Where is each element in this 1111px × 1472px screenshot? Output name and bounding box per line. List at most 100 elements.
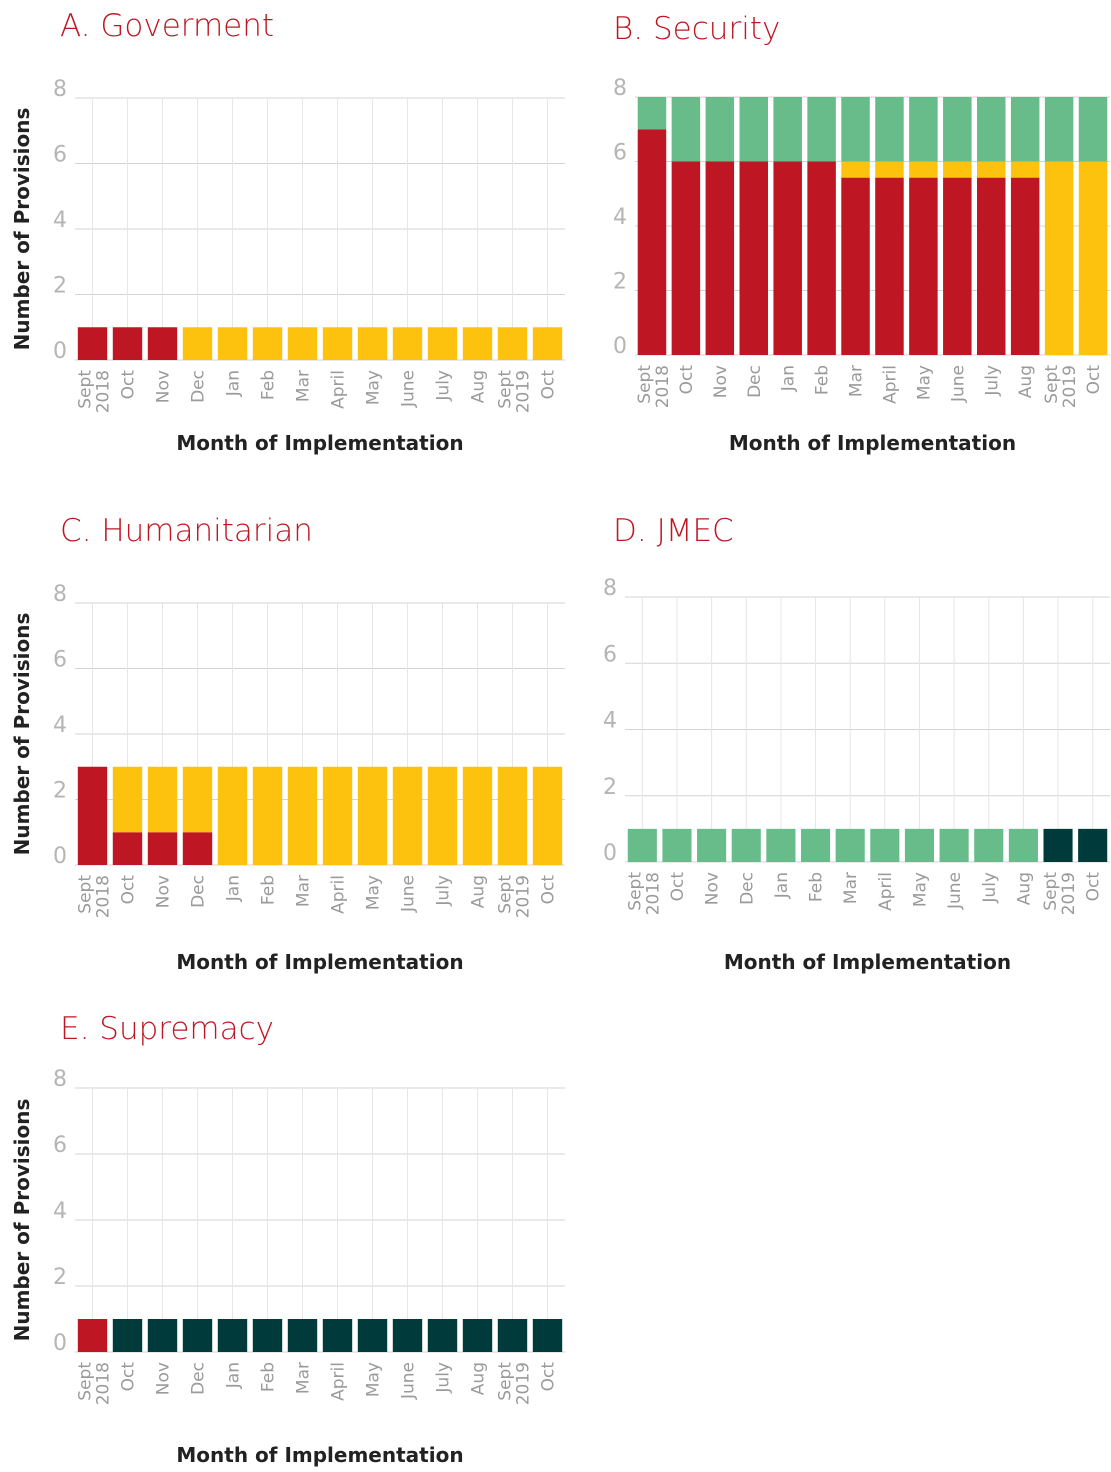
- bar-segment: [462, 327, 493, 360]
- x-tick-label: Sept2019: [496, 370, 534, 414]
- bar-segment: [392, 1319, 423, 1352]
- x-tick-label: Dec: [737, 872, 757, 905]
- x-tick-label-line: 2018: [94, 875, 114, 918]
- x-tick-label-line: Dec: [737, 872, 757, 905]
- x-tick-label: Nov: [711, 365, 731, 398]
- x-tick-label: April: [329, 1362, 349, 1401]
- x-tick-label-line: Oct: [119, 370, 139, 400]
- x-tick-label-line: Nov: [703, 872, 723, 905]
- x-tick-label: Oct: [119, 1362, 139, 1392]
- bar-segment: [627, 828, 657, 862]
- bar-segment: [939, 828, 969, 862]
- x-tick-label: June: [948, 365, 968, 403]
- y-tick-label: 8: [53, 582, 67, 607]
- x-tick-label: Jan: [772, 872, 792, 899]
- x-tick-label-line: Aug: [469, 370, 489, 403]
- bar-segment: [357, 766, 388, 865]
- x-tick-label: Sept2018: [76, 1362, 114, 1406]
- bar-segment: [77, 327, 108, 360]
- x-tick-label: Oct: [1084, 872, 1104, 902]
- bar-segment: [497, 327, 528, 360]
- bar-segment: [357, 327, 388, 360]
- x-tick-label: Mar: [294, 875, 314, 907]
- x-tick-label-line: Mar: [294, 1362, 314, 1394]
- x-tick-label: Feb: [807, 872, 827, 902]
- y-tick-label: 2: [613, 270, 627, 295]
- x-tick-label: Jan: [224, 1362, 244, 1389]
- bar-segment: [427, 327, 458, 360]
- x-tick-label-line: Oct: [119, 875, 139, 905]
- bar-segment: [807, 97, 836, 162]
- x-tick-label-line: Sept: [635, 365, 655, 404]
- bar-segment: [800, 828, 831, 862]
- bar-segment: [943, 97, 972, 162]
- x-tick-label: Sept2019: [1041, 872, 1079, 916]
- x-tick-label: Aug: [469, 875, 489, 908]
- x-tick-label: Oct: [119, 370, 139, 400]
- bar-segment: [671, 161, 701, 355]
- y-tick-label: 6: [613, 141, 627, 166]
- x-tick-label: Sept2019: [496, 1362, 534, 1406]
- x-tick-label-line: May: [364, 370, 384, 405]
- x-tick-label: Oct: [539, 1362, 559, 1392]
- bar-segment: [217, 1319, 248, 1352]
- bar-segment: [1043, 828, 1073, 862]
- x-tick-label: Sept2018: [625, 872, 663, 916]
- x-tick-label-line: Oct: [119, 1362, 139, 1392]
- bar-segment: [773, 97, 802, 162]
- x-tick-label-line: April: [880, 365, 900, 404]
- y-axis-label: Number of Provisions: [10, 613, 34, 856]
- x-tick-label-line: Jan: [224, 1362, 244, 1389]
- x-tick-label: June: [399, 1362, 419, 1400]
- x-tick-label-line: Sept: [76, 875, 96, 914]
- y-axis-label: Number of Provisions: [10, 1099, 34, 1342]
- bar-segment: [875, 97, 904, 162]
- x-tick-label-line: April: [329, 875, 349, 914]
- x-tick-label: Dec: [745, 365, 765, 398]
- x-tick-label: May: [364, 875, 384, 910]
- bar-segment: [870, 828, 900, 862]
- bar-segment: [287, 327, 318, 360]
- x-tick-label: Dec: [189, 875, 209, 908]
- x-tick-label: Mar: [294, 370, 314, 402]
- y-tick-label: 0: [603, 841, 617, 866]
- bar-segment: [773, 161, 802, 355]
- x-axis-label: Month of Implementation: [176, 1443, 463, 1467]
- y-tick-label: 0: [53, 1331, 67, 1356]
- x-tick-label: Feb: [813, 365, 833, 395]
- x-tick-label-line: June: [945, 872, 965, 910]
- x-tick-label-line: April: [329, 1362, 349, 1401]
- x-tick-label-line: 2019: [514, 1362, 534, 1405]
- x-tick-label: July: [434, 370, 454, 402]
- x-tick-label: Jan: [224, 370, 244, 397]
- x-tick-label-line: Sept: [496, 1362, 516, 1401]
- y-tick-label: 0: [53, 844, 67, 869]
- bar-segment: [739, 161, 768, 355]
- x-tick-label: July: [980, 872, 1000, 904]
- bar-segment: [252, 1319, 283, 1352]
- y-tick-label: 6: [53, 143, 67, 168]
- x-axis-label: Month of Implementation: [176, 950, 463, 974]
- y-tick-label: 8: [613, 76, 627, 101]
- y-tick-label: 2: [53, 1265, 67, 1290]
- bar-segment: [671, 97, 701, 162]
- x-tick-label-line: Aug: [1016, 365, 1036, 398]
- x-tick-label: June: [399, 370, 419, 408]
- bar-segment: [909, 161, 938, 178]
- x-tick-label: Oct: [677, 365, 697, 395]
- x-tick-label-line: Oct: [539, 875, 559, 905]
- x-tick-label-line: Oct: [677, 365, 697, 395]
- x-tick-label: Sept2019: [496, 875, 534, 919]
- bar-segment: [532, 1319, 563, 1352]
- y-tick-label: 4: [603, 709, 617, 734]
- y-tick-label: 6: [53, 1133, 67, 1158]
- x-tick-label: Oct: [1084, 365, 1104, 395]
- y-tick-label: 6: [53, 648, 67, 673]
- bar-segment: [182, 832, 213, 865]
- x-tick-label-line: April: [329, 370, 349, 409]
- x-tick-label: May: [364, 1362, 384, 1397]
- bar-segment: [904, 828, 935, 862]
- bar-segment: [392, 766, 423, 865]
- x-tick-label: May: [914, 365, 934, 400]
- bar-segment: [462, 766, 493, 865]
